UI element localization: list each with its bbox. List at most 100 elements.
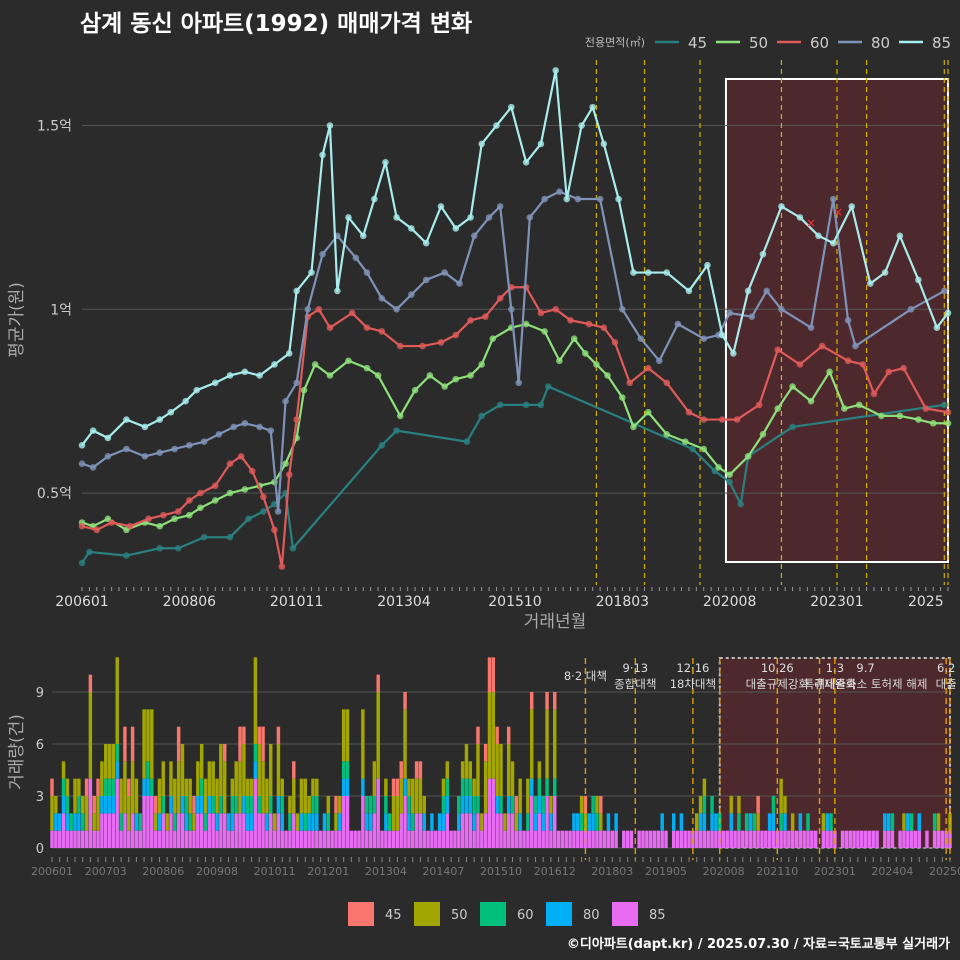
volume-bar-80 bbox=[518, 813, 522, 831]
volume-bar-80 bbox=[729, 813, 733, 831]
data-point-60 bbox=[900, 364, 907, 372]
volume-bar-50 bbox=[529, 709, 534, 779]
data-point-85 bbox=[537, 140, 545, 148]
volume-bar-50 bbox=[311, 778, 315, 796]
volume-bar-85 bbox=[230, 830, 235, 848]
volume-bar-85 bbox=[629, 830, 634, 848]
data-point-85 bbox=[600, 140, 608, 148]
volume-bar-50 bbox=[134, 778, 139, 814]
data-point-60 bbox=[922, 405, 930, 412]
volume-bar-85 bbox=[211, 813, 215, 848]
volume-bar-85 bbox=[468, 813, 473, 848]
volume-bar-50 bbox=[184, 778, 189, 796]
volume-bar-85 bbox=[430, 830, 434, 848]
volume-bar-85 bbox=[902, 830, 906, 848]
volume-bar-85 bbox=[529, 796, 534, 848]
volume-bar-45 bbox=[506, 726, 511, 744]
data-point-45 bbox=[123, 552, 130, 559]
volume-bar-45 bbox=[292, 761, 296, 779]
volume-bar-50 bbox=[127, 796, 131, 831]
volume-bar-85 bbox=[587, 830, 591, 848]
volume-bar-45 bbox=[92, 796, 96, 814]
volume-bar-45 bbox=[130, 726, 135, 762]
data-point-50 bbox=[241, 486, 249, 493]
volume-bar-80 bbox=[115, 761, 119, 779]
volume-bar-60 bbox=[932, 813, 937, 831]
data-point-45 bbox=[789, 423, 796, 431]
volume-bar-85 bbox=[361, 796, 365, 848]
data-point-80 bbox=[78, 460, 86, 467]
volume-bar-50 bbox=[445, 761, 450, 779]
volume-bar-80 bbox=[537, 796, 542, 814]
volume-bar-85 bbox=[238, 813, 242, 848]
volume-bar-85 bbox=[725, 830, 730, 848]
volume-bar-60 bbox=[253, 744, 258, 762]
volume-bar-50 bbox=[176, 761, 181, 814]
data-point-85 bbox=[552, 67, 560, 74]
data-point-80 bbox=[171, 445, 178, 453]
volume-bar-80 bbox=[917, 813, 922, 831]
data-point-50 bbox=[619, 394, 626, 401]
volume-bar-85 bbox=[610, 830, 615, 848]
data-point-45 bbox=[289, 544, 297, 552]
data-point-85 bbox=[326, 122, 334, 129]
volume-bar-60 bbox=[311, 796, 315, 814]
volume-bar-85 bbox=[925, 830, 929, 848]
volume-bar-85 bbox=[771, 830, 776, 848]
volume-bar-85 bbox=[226, 830, 231, 848]
volume-bar-60 bbox=[184, 796, 189, 814]
volume-bar-85 bbox=[606, 830, 611, 848]
volume-bar-85 bbox=[760, 830, 764, 848]
data-point-80 bbox=[363, 269, 371, 276]
volume-bar-60 bbox=[779, 813, 783, 831]
volume-bar-50 bbox=[169, 761, 173, 796]
volume-bar-85 bbox=[284, 830, 288, 848]
volume-bar-85 bbox=[790, 830, 795, 848]
volume-bar-85 bbox=[57, 830, 62, 848]
data-point-85 bbox=[226, 372, 234, 379]
volume-bar-85 bbox=[883, 830, 887, 848]
legend-title: 전용면적(㎡) bbox=[585, 36, 645, 49]
data-point-85 bbox=[589, 103, 597, 111]
volume-bar-85 bbox=[345, 796, 350, 848]
data-point-60 bbox=[108, 519, 115, 526]
volume-bar-45 bbox=[399, 761, 403, 779]
data-point-50 bbox=[186, 511, 193, 519]
data-point-80 bbox=[656, 357, 663, 365]
data-point-60 bbox=[611, 339, 619, 346]
data-point-85 bbox=[644, 269, 652, 276]
volume-bar-85 bbox=[196, 813, 200, 848]
volume-bar-80 bbox=[883, 813, 887, 831]
volume-bar-50 bbox=[902, 813, 906, 831]
volume-bar-85 bbox=[664, 830, 668, 848]
volume-bar-80 bbox=[714, 813, 718, 831]
volume-bar-50 bbox=[779, 778, 783, 814]
volume-bar-80 bbox=[468, 796, 473, 814]
volume-bar-80 bbox=[702, 813, 707, 831]
volume-bar-85 bbox=[625, 830, 630, 848]
data-point-80 bbox=[215, 430, 223, 438]
volume-bar-85 bbox=[457, 830, 461, 848]
volume-bar-85 bbox=[445, 813, 450, 848]
x-tick-label: 201803 bbox=[596, 594, 649, 610]
data-point-85 bbox=[815, 232, 822, 240]
volume-bar-50 bbox=[579, 796, 584, 814]
volume-bar-85 bbox=[245, 830, 250, 848]
volume-bar-50 bbox=[936, 813, 941, 831]
data-point-45 bbox=[378, 442, 386, 449]
volume-bar-85 bbox=[253, 778, 258, 848]
volume-bar-50 bbox=[821, 813, 826, 831]
volume-bar-85 bbox=[886, 830, 891, 848]
data-point-50 bbox=[396, 412, 404, 420]
data-point-85 bbox=[123, 416, 130, 423]
volume-bar-80 bbox=[107, 796, 112, 814]
volume-bar-80 bbox=[180, 796, 185, 814]
policy-annotation: 대출규제강화 bbox=[746, 677, 810, 691]
data-point-50 bbox=[715, 464, 722, 471]
data-point-85 bbox=[866, 280, 874, 287]
volume-bar-85 bbox=[721, 830, 726, 848]
volume-bar-85 bbox=[491, 778, 496, 848]
volume-bar-85 bbox=[729, 830, 733, 848]
data-point-45 bbox=[78, 559, 86, 567]
